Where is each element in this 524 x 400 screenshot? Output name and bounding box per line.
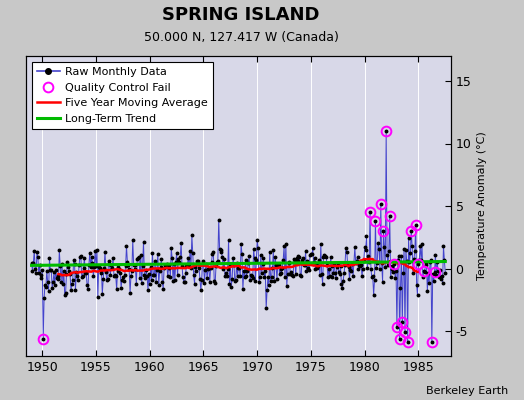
Text: Berkeley Earth: Berkeley Earth <box>426 386 508 396</box>
Y-axis label: Temperature Anomaly (°C): Temperature Anomaly (°C) <box>477 132 487 280</box>
Legend: Raw Monthly Data, Quality Control Fail, Five Year Moving Average, Long-Term Tren: Raw Monthly Data, Quality Control Fail, … <box>32 62 213 129</box>
Text: SPRING ISLAND: SPRING ISLAND <box>162 6 320 24</box>
Text: 50.000 N, 127.417 W (Canada): 50.000 N, 127.417 W (Canada) <box>144 31 339 44</box>
